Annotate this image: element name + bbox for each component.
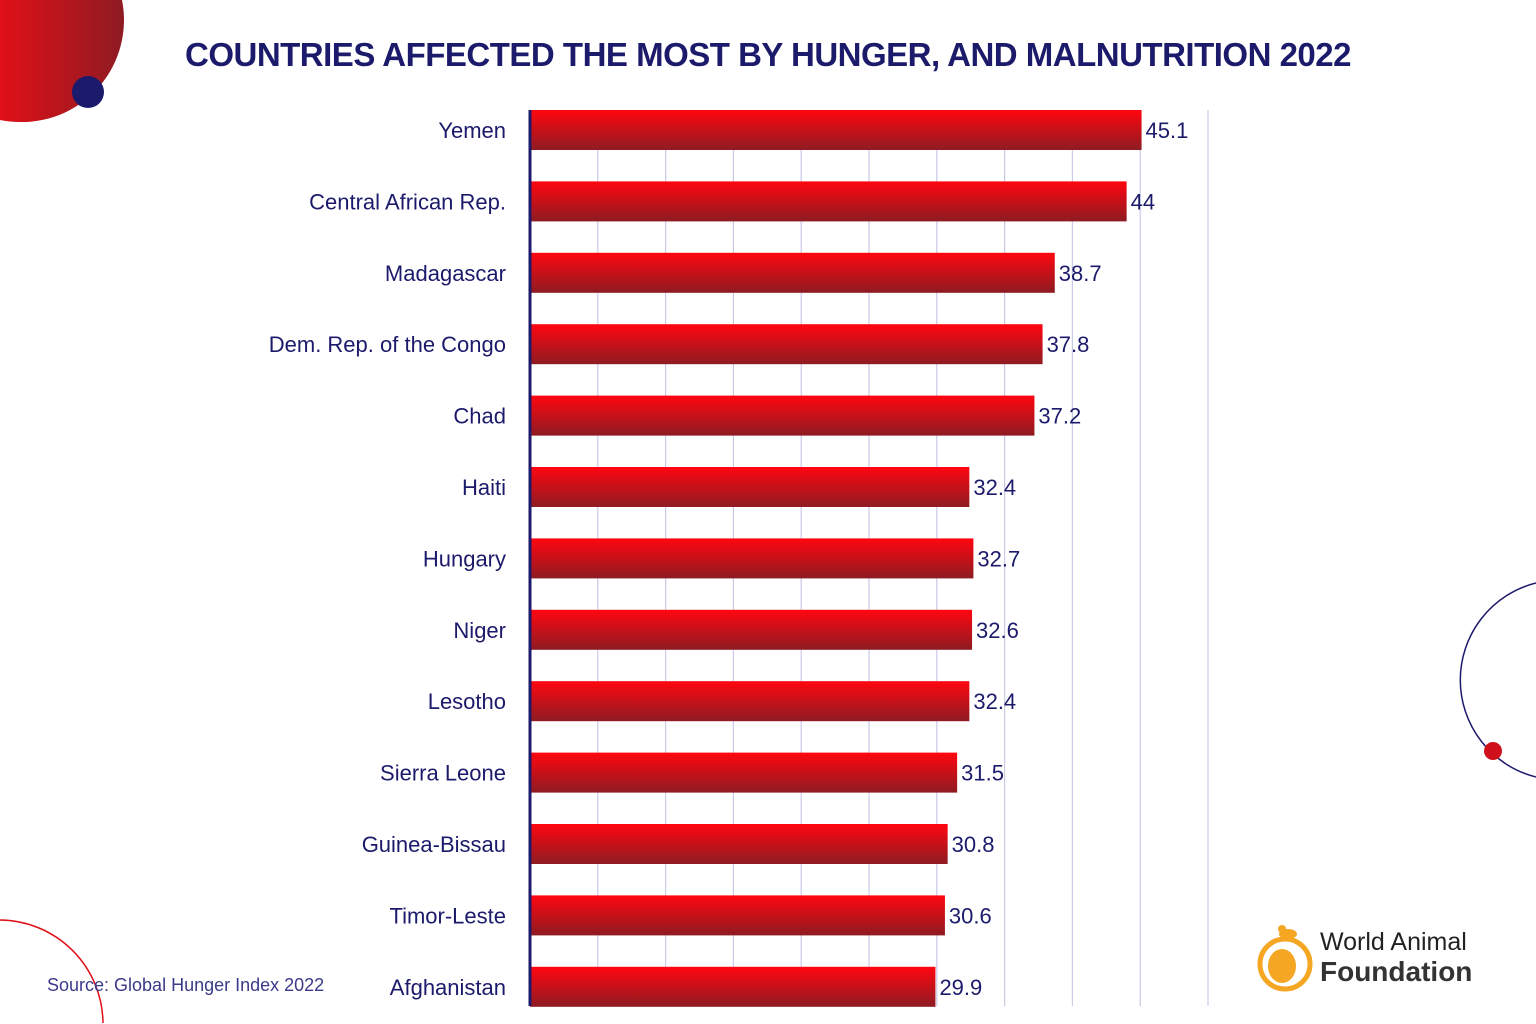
- bars: [530, 110, 1142, 1007]
- value-label: 32.6: [976, 618, 1019, 643]
- category-label: Chad: [453, 404, 506, 429]
- value-label: 32.4: [973, 689, 1016, 714]
- bar: [530, 966, 936, 1007]
- bar: [530, 181, 1127, 222]
- bar: [530, 895, 945, 936]
- category-label: Yemen: [438, 118, 506, 143]
- category-label: Lesotho: [428, 689, 506, 714]
- value-label: 38.7: [1059, 261, 1102, 286]
- bar: [530, 824, 948, 864]
- category-label: Afghanistan: [390, 975, 506, 1000]
- logo: World Animal Foundation: [1256, 922, 1496, 994]
- category-label: Haiti: [462, 475, 506, 500]
- value-label: 31.5: [961, 761, 1004, 786]
- logo-line2: Foundation: [1320, 956, 1473, 987]
- chart-title: COUNTRIES AFFECTED THE MOST BY HUNGER, A…: [184, 36, 1352, 73]
- labels: Yemen 45.1 Central African Rep. 44 Madagasca…: [269, 118, 1189, 1000]
- category-label: Madagascar: [385, 261, 506, 286]
- bar: [530, 681, 970, 722]
- decor-navy-dot: [72, 76, 104, 108]
- category-label: Niger: [453, 618, 506, 643]
- category-label: Dem. Rep. of the Congo: [269, 332, 506, 357]
- value-label: 29.9: [939, 975, 982, 1000]
- value-label: 30.6: [949, 903, 992, 928]
- bar: [530, 252, 1055, 293]
- bar: [530, 752, 958, 793]
- source-note: Source: Global Hunger Index 2022: [47, 975, 325, 995]
- bar: [530, 609, 973, 650]
- decor-ring-bottom-left: [0, 919, 104, 1024]
- value-label: 44: [1131, 189, 1155, 214]
- decor-red-dot: [1484, 742, 1502, 760]
- bar: [530, 538, 974, 579]
- value-label: 32.4: [973, 475, 1016, 500]
- category-label: Guinea-Bissau: [362, 832, 506, 857]
- logo-line1: World Animal: [1320, 928, 1467, 956]
- decor-ring-right: [1459, 582, 1536, 778]
- category-label: Central African Rep.: [309, 189, 506, 214]
- bar: [530, 110, 1142, 150]
- bar: [530, 395, 1035, 436]
- value-label: 30.8: [952, 832, 995, 857]
- value-label: 45.1: [1146, 118, 1189, 143]
- value-label: 37.2: [1038, 404, 1081, 429]
- logo-animals-icon: [1257, 925, 1313, 992]
- value-label: 37.8: [1047, 332, 1090, 357]
- bar: [530, 324, 1043, 365]
- category-label: Hungary: [423, 546, 506, 571]
- bar: [530, 467, 970, 507]
- category-label: Timor-Leste: [389, 903, 506, 928]
- value-label: 32.7: [977, 546, 1020, 571]
- category-label: Sierra Leone: [380, 761, 506, 786]
